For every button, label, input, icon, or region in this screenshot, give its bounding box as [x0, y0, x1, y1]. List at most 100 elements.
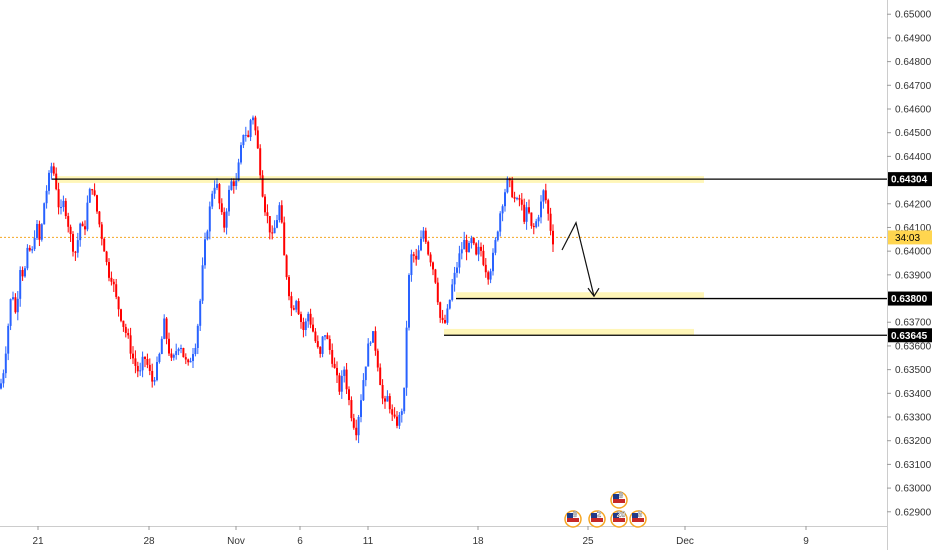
y-tick-label: 0.64200 — [895, 199, 932, 210]
x-tick-label: Dec — [676, 536, 694, 547]
candle-body — [105, 251, 108, 263]
candle-body — [55, 173, 58, 190]
candle-body — [391, 409, 394, 415]
candle-body — [132, 353, 134, 359]
candle-body — [333, 363, 336, 368]
candle-body — [350, 400, 353, 419]
event-flag-5[interactable]: 8 — [610, 491, 628, 509]
price-tag-background — [888, 328, 932, 343]
candle-body — [204, 239, 206, 266]
candle-body — [372, 331, 374, 343]
candle-body — [484, 264, 487, 273]
candle-body — [144, 356, 146, 360]
candle-body — [244, 134, 247, 136]
candle-body — [360, 400, 362, 417]
candle-body — [218, 184, 221, 204]
candle-body — [0, 383, 2, 389]
candle-body — [489, 271, 492, 280]
price-axis[interactable]: 0.65000 0.64900 0.64800 0.64700 0.64600 0.645… — [887, 10, 932, 519]
candle-body — [12, 297, 14, 300]
candle-body — [225, 211, 228, 228]
forecast-path — [561, 221, 595, 297]
y-tick-label: 0.62900 — [895, 507, 932, 518]
candle-body — [38, 223, 41, 240]
y-tick-label: 0.64700 — [895, 81, 932, 92]
price-tag-label: 0.63800 — [891, 294, 928, 305]
event-flag-4[interactable]: 5 — [629, 510, 647, 528]
event-flag-1[interactable]: 8 — [564, 510, 582, 528]
candle-body — [408, 275, 410, 328]
candle-body — [415, 255, 418, 260]
candle-body — [496, 231, 499, 241]
candle-body — [516, 198, 518, 200]
candle-body — [115, 284, 118, 297]
candle-body — [117, 296, 120, 310]
candle-body — [424, 230, 427, 242]
candle-body — [156, 362, 158, 381]
candle-body — [264, 196, 266, 213]
economic-events[interactable]: 8 2 20 5 8 — [564, 491, 647, 528]
candle-body — [271, 232, 274, 234]
price-tag-background — [888, 291, 932, 306]
event-flag-stripe — [613, 499, 625, 503]
y-tick-label: 0.65000 — [895, 10, 932, 21]
candle-body — [544, 190, 547, 201]
candle-body — [76, 240, 79, 253]
candle-body — [364, 366, 367, 381]
event-flag-2[interactable]: 2 — [588, 510, 606, 528]
candle-body — [513, 197, 516, 199]
forecast-arrow — [561, 221, 600, 298]
event-count: 5 — [638, 510, 643, 519]
candle-body — [139, 370, 142, 372]
x-tick-label: 6 — [297, 536, 303, 547]
candle-body — [386, 396, 389, 402]
y-tick-label: 0.63900 — [895, 270, 932, 281]
candle-body — [321, 336, 324, 354]
candle-body — [338, 375, 341, 392]
candle-body — [348, 389, 350, 401]
candle-body — [43, 203, 46, 225]
candle-body — [268, 216, 271, 233]
candle-body — [232, 181, 235, 187]
candle-body — [170, 353, 173, 358]
candle-body — [273, 227, 276, 234]
candle-body — [208, 206, 211, 232]
candle-body — [100, 224, 103, 239]
candle-body — [432, 262, 434, 270]
candle-body — [81, 223, 84, 227]
y-tick-label: 0.64600 — [895, 104, 932, 115]
candle-body — [458, 253, 461, 268]
candle-body — [146, 359, 149, 365]
candle-body — [103, 238, 106, 252]
candle-body — [62, 200, 65, 208]
event-flag-canton — [632, 513, 638, 518]
candle-body — [180, 347, 182, 349]
candle-body — [127, 332, 130, 336]
candle-body — [525, 207, 528, 222]
time-axis[interactable]: 21 28 Nov 6 11 18 25 Dec 9 — [32, 526, 809, 547]
candle-body — [362, 380, 365, 401]
candle-body — [290, 296, 293, 309]
candle-body — [429, 254, 432, 263]
candle-body — [357, 416, 360, 436]
candle-body — [480, 246, 482, 251]
y-tick-label: 0.63600 — [895, 341, 932, 352]
candle-body — [223, 212, 226, 228]
candle-body — [153, 380, 156, 382]
y-tick-label: 0.64100 — [895, 223, 932, 234]
event-flag-stripe — [591, 518, 603, 522]
candle-body — [67, 216, 70, 227]
candle-body — [314, 331, 317, 342]
candle-body — [151, 370, 154, 382]
candle-body — [316, 341, 319, 347]
candle-body — [280, 205, 283, 223]
y-tick-label: 0.63000 — [895, 484, 932, 495]
candle-body — [230, 181, 233, 190]
event-flag-3[interactable]: 20 — [610, 510, 628, 528]
horizontal-levels[interactable] — [52, 178, 887, 336]
event-flag-stripe — [632, 518, 644, 522]
candle-body — [69, 226, 72, 235]
candle-body — [148, 364, 151, 371]
